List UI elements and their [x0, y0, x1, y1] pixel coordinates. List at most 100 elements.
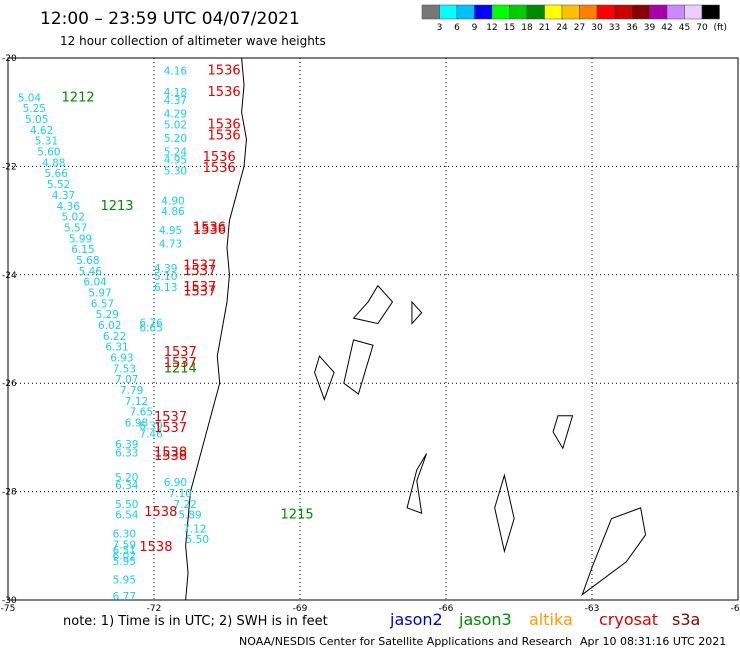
scale-unit: (ft) — [714, 23, 728, 33]
pass-label: 1538 — [154, 449, 187, 464]
swh-value: 7.59 — [113, 540, 136, 552]
swh-value: 6.57 — [91, 298, 114, 310]
pass-label: 1536 — [208, 117, 241, 132]
scale-label: 24 — [556, 23, 568, 33]
scale-label: 30 — [591, 23, 603, 33]
pass-label: 1538 — [144, 505, 177, 520]
satellite-pass-labels: 1212121312141215153615361536153615361536… — [62, 63, 314, 555]
pass-label: 1536 — [193, 220, 226, 235]
wave-height-values: 5.045.255.054.625.315.604.885.665.524.37… — [18, 65, 209, 603]
swh-value: 7.22 — [173, 499, 196, 511]
swh-value: 4.88 — [42, 157, 65, 169]
scale-label: 27 — [574, 23, 585, 33]
lat-tick-label: -20 — [2, 54, 17, 64]
swh-value: 5.89 — [178, 510, 201, 522]
scale-swatch — [631, 4, 650, 20]
inland-outline — [581, 507, 647, 596]
pass-label: 1537 — [183, 258, 216, 273]
color-scale-legend: 3 6 9 12 15 18 21 24 27 30 33 36 39 42 45 70 (ft) — [421, 4, 728, 33]
map-frame — [7, 57, 739, 601]
coastline — [185, 57, 647, 601]
scale-label: 15 — [504, 23, 515, 33]
swh-value: 4.29 — [164, 109, 187, 121]
scale-swatch — [526, 4, 545, 20]
swh-value: 6.13 — [154, 282, 177, 294]
scale-swatch — [649, 4, 668, 20]
swh-value: 6.51 — [113, 545, 136, 557]
scale-label: 21 — [539, 23, 550, 33]
scale-label: 33 — [609, 23, 620, 33]
swh-value: 4.95 — [159, 225, 182, 237]
swh-value: 5.95 — [113, 556, 136, 568]
swh-value: 6.34 — [115, 480, 139, 492]
swh-value: 5.05 — [25, 114, 48, 126]
scale-swatch — [666, 4, 685, 20]
swh-value: 4.36 — [57, 201, 81, 213]
swh-value: 4.90 — [161, 195, 184, 207]
inland-outline — [343, 339, 374, 395]
swh-value: 6.90 — [164, 477, 187, 489]
scale-swatch — [701, 4, 720, 20]
inland-outline — [314, 355, 335, 401]
lon-tick-label: -75 — [1, 604, 16, 614]
swh-value: 7.12 — [183, 523, 206, 535]
coastline-path — [185, 57, 247, 601]
axis-tick-labels: -75 -72 -69 -66 -63 -60 -20 -22 -24 -26 -28 -30 — [1, 54, 740, 614]
swh-value: 4.37 — [164, 95, 187, 107]
scale-swatch — [421, 4, 440, 20]
scale-label: 6 — [454, 23, 460, 33]
pass-label: 1536 — [193, 223, 226, 238]
swh-value: 7.79 — [120, 385, 143, 397]
swh-value: 7.07 — [115, 374, 138, 386]
lat-tick-label: -22 — [2, 162, 17, 172]
pass-label: 1213 — [100, 199, 133, 214]
pass-label: 1537 — [164, 356, 197, 371]
scale-swatch — [456, 4, 475, 20]
swh-value: 5.97 — [88, 287, 111, 299]
lat-tick-label: -30 — [2, 596, 17, 606]
pass-label: 1215 — [281, 508, 314, 523]
map-subtitle: 12 hour collection of altimeter wave hei… — [60, 34, 326, 48]
swh-value: 4.39 — [154, 263, 177, 275]
swh-value: 7.10 — [169, 488, 192, 500]
scale-label: 9 — [472, 23, 478, 33]
pass-label: 1537 — [154, 410, 187, 425]
swh-value: 5.31 — [35, 136, 58, 148]
inland-outline — [494, 473, 515, 554]
satellite-legend: jason2 jason3 altika cryosat s3a — [389, 610, 700, 629]
legend-entry: s3a — [672, 610, 700, 629]
lat-lon-grid — [8, 58, 738, 600]
swh-value: 7.65 — [130, 407, 153, 419]
swh-value: 6.04 — [83, 277, 107, 289]
swh-value: 6.22 — [103, 331, 126, 343]
swh-value: 4.62 — [30, 125, 53, 137]
pass-label: 1536 — [203, 161, 236, 176]
scale-label: 36 — [626, 23, 638, 33]
swh-value: 5.99 — [69, 233, 92, 245]
swh-value: 5.66 — [45, 168, 69, 180]
scale-swatch — [561, 4, 580, 20]
lon-tick-label: -60 — [731, 604, 740, 614]
scale-swatch — [491, 4, 510, 20]
swh-value: 5.30 — [164, 166, 187, 178]
swh-value: 6.93 — [110, 353, 133, 365]
swh-value: 5.02 — [62, 212, 85, 224]
lon-tick-label: -63 — [585, 604, 600, 614]
swh-value: 4.16 — [164, 65, 188, 77]
inland-outline — [411, 300, 423, 325]
swh-value: 6.02 — [113, 550, 136, 562]
swh-value: 6.39 — [139, 420, 162, 432]
inland-outline — [552, 415, 574, 450]
pass-label: 1538 — [139, 540, 172, 555]
swh-value: 6.39 — [115, 439, 138, 451]
swh-value: 7.53 — [113, 363, 136, 375]
credit-line: NOAA/NESDIS Center for Satellite Applica… — [239, 635, 572, 648]
swh-value: 5.20 — [164, 133, 187, 145]
pass-label: 1212 — [62, 90, 95, 105]
scale-swatch — [684, 4, 703, 20]
swh-value: 5.20 — [115, 472, 138, 484]
lat-tick-label: -24 — [2, 271, 17, 281]
swh-value: 5.95 — [113, 575, 136, 587]
lon-tick-label: -69 — [293, 604, 308, 614]
scale-label: 70 — [696, 23, 708, 33]
